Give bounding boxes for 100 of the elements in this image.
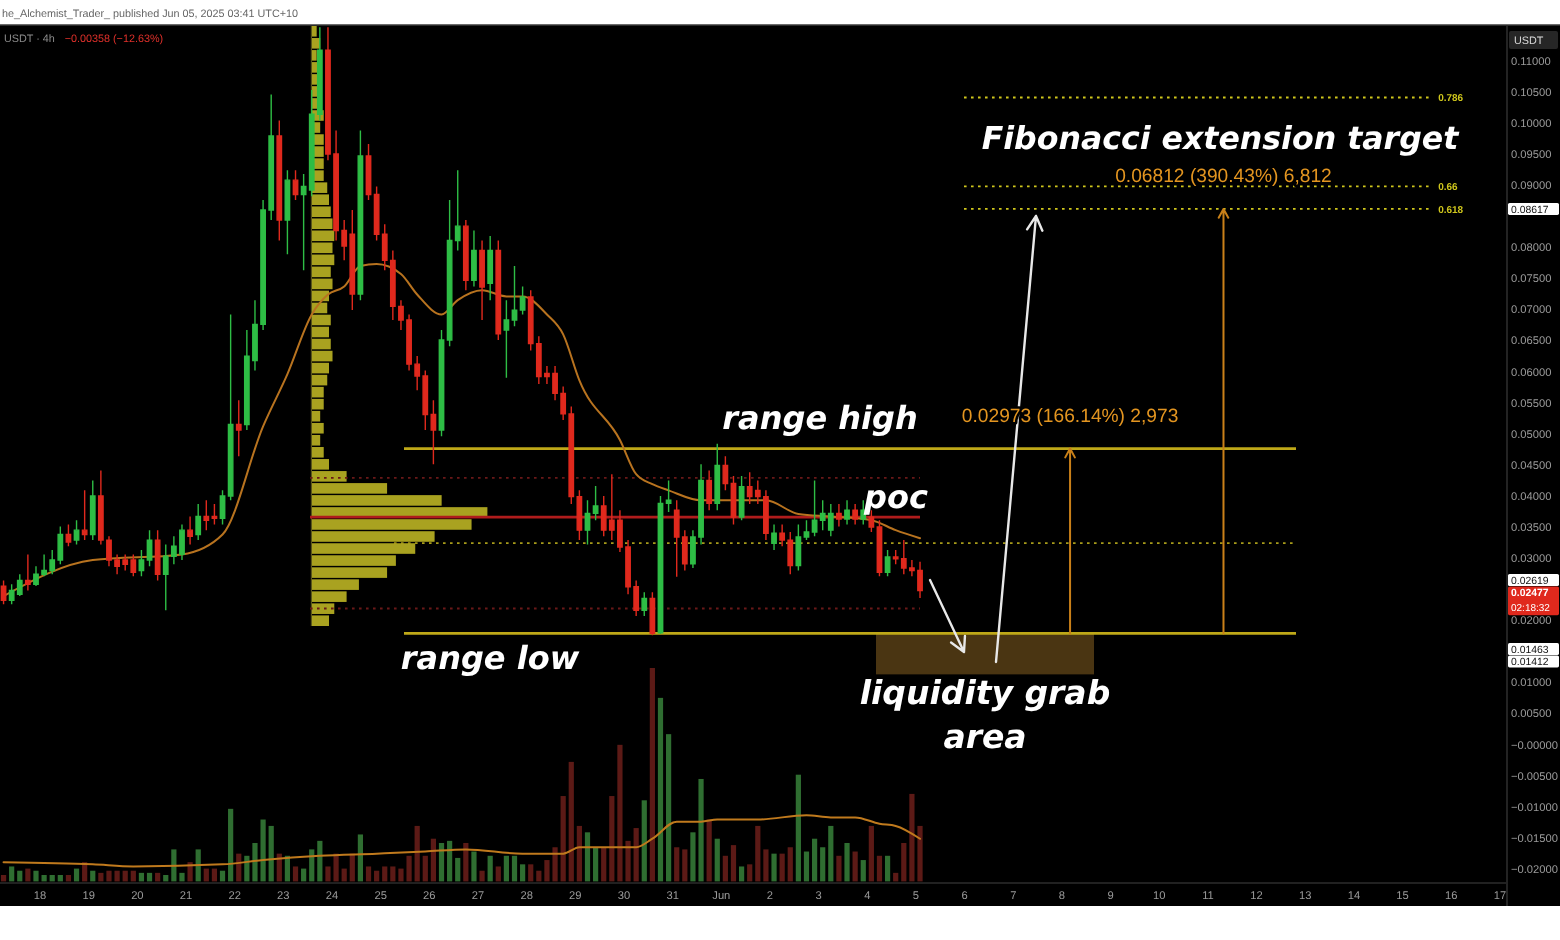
bar xyxy=(868,825,874,882)
candlestick xyxy=(195,503,202,541)
bar xyxy=(9,866,15,882)
bar xyxy=(357,834,364,882)
annotation: Fibonacci extension target xyxy=(981,119,1462,157)
bar xyxy=(155,872,161,882)
candlestick xyxy=(771,523,777,551)
bar xyxy=(211,868,218,882)
candlestick xyxy=(479,239,485,321)
candlestick xyxy=(187,515,193,546)
bar xyxy=(25,868,31,882)
bar xyxy=(755,825,761,882)
candlestick xyxy=(884,549,891,577)
bar xyxy=(495,866,501,882)
bar xyxy=(738,866,745,882)
candlestick xyxy=(284,169,291,255)
bar xyxy=(90,870,96,882)
candlestick xyxy=(203,499,210,531)
candlestick xyxy=(235,399,242,457)
candlestick xyxy=(844,499,850,526)
candlestick xyxy=(81,489,88,541)
candlestick xyxy=(179,523,185,561)
candlestick xyxy=(487,235,494,301)
bar xyxy=(292,866,299,882)
bar xyxy=(584,832,591,882)
candlestick xyxy=(462,219,469,291)
candlestick xyxy=(649,591,656,636)
bar xyxy=(73,868,80,882)
bar xyxy=(138,872,145,882)
candlestick xyxy=(852,503,859,526)
candlestick xyxy=(811,479,818,538)
bar xyxy=(463,842,469,882)
bar xyxy=(65,875,72,882)
bar xyxy=(844,842,850,882)
bar xyxy=(771,853,777,882)
candlestick xyxy=(57,525,64,566)
candlestick xyxy=(0,579,7,605)
bar xyxy=(106,870,112,882)
bar xyxy=(171,849,177,882)
candlestick xyxy=(787,531,794,575)
bar xyxy=(487,855,493,882)
bar xyxy=(365,866,372,882)
candlestick xyxy=(24,553,31,592)
bar xyxy=(795,774,801,882)
ref-line-label: poc xyxy=(862,478,929,517)
candlestick xyxy=(162,543,169,612)
bar xyxy=(447,840,453,882)
candlestick xyxy=(495,239,502,341)
candlestick xyxy=(154,529,161,582)
bar xyxy=(836,855,842,882)
candlestick xyxy=(795,523,802,572)
band-label: liquidity grab area xyxy=(859,674,1111,757)
bar xyxy=(146,872,153,882)
candlestick xyxy=(65,523,72,548)
bar xyxy=(195,849,201,882)
bar xyxy=(33,870,39,882)
candlestick xyxy=(900,539,907,575)
candlestick xyxy=(641,591,648,617)
bar xyxy=(674,847,680,882)
candlestick xyxy=(714,443,721,511)
bar xyxy=(41,875,47,882)
bar xyxy=(390,866,396,882)
candlestick xyxy=(673,499,680,578)
bar xyxy=(884,855,891,882)
candlestick xyxy=(738,475,745,521)
bar xyxy=(114,870,120,882)
bar xyxy=(503,855,509,882)
bar xyxy=(568,761,574,882)
bar xyxy=(333,853,339,882)
bar xyxy=(0,875,7,882)
bar xyxy=(649,668,655,882)
bar xyxy=(657,697,664,882)
candlestick xyxy=(16,573,23,597)
ref-line-label: range high xyxy=(722,398,918,437)
bar xyxy=(317,840,323,882)
bar xyxy=(641,800,647,882)
bar xyxy=(471,851,477,882)
candlestick xyxy=(471,229,477,288)
candlestick xyxy=(130,553,137,577)
bar xyxy=(698,778,704,882)
bar xyxy=(228,808,234,882)
candlestick xyxy=(89,479,96,541)
bar xyxy=(130,870,136,882)
candlestick xyxy=(73,519,80,546)
bar xyxy=(203,868,209,882)
bar xyxy=(633,828,639,882)
bar xyxy=(730,845,737,882)
bar xyxy=(430,838,436,882)
candlestick xyxy=(706,469,713,511)
candlestick xyxy=(122,553,129,572)
bar xyxy=(374,870,380,882)
bar xyxy=(438,842,445,882)
bar xyxy=(479,870,485,882)
candlestick xyxy=(917,561,923,599)
candlestick xyxy=(746,471,753,505)
bar xyxy=(528,864,534,882)
bar xyxy=(414,825,420,882)
bar xyxy=(779,853,785,882)
candlestick xyxy=(276,119,283,242)
bar xyxy=(122,870,128,882)
